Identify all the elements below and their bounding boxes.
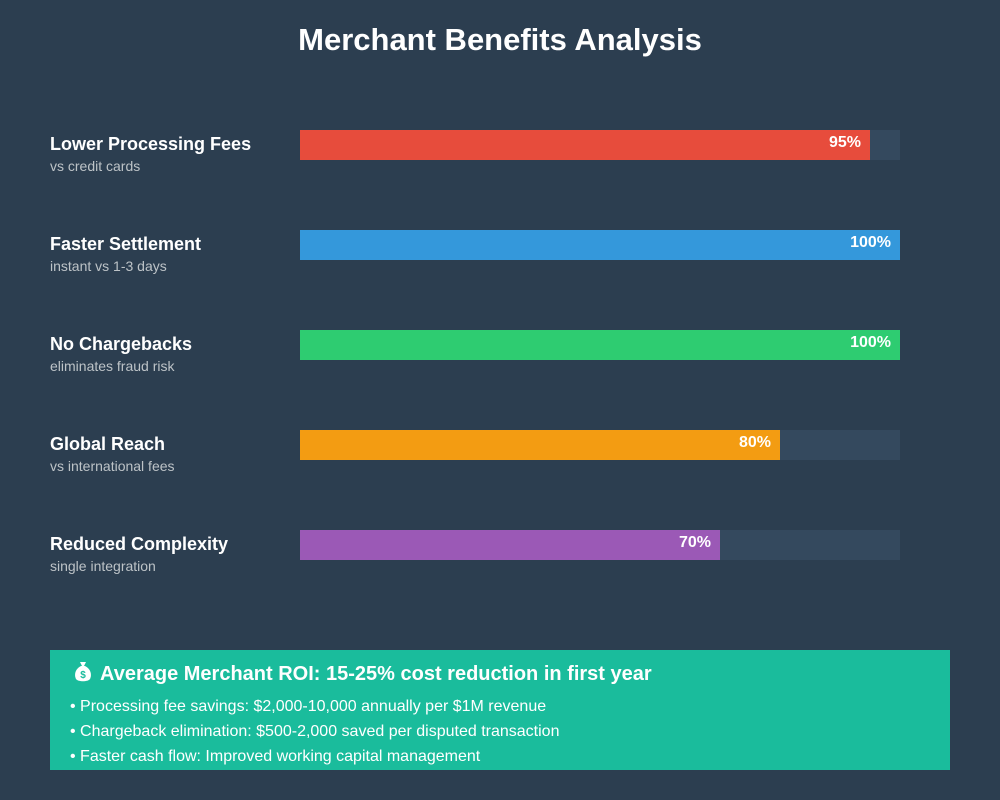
bar-value-label: 100% <box>850 334 891 351</box>
roi-summary-box: $ Average Merchant ROI: 15-25% cost redu… <box>50 650 950 770</box>
category-label: Lower Processing Fees <box>50 134 252 154</box>
money-bag-icon: $ <box>75 662 91 682</box>
bar-row-settlement: Faster Settlement instant vs 1-3 days 100% <box>0 230 1000 290</box>
page-title: Merchant Benefits Analysis <box>298 22 702 57</box>
bar-processing-fees <box>300 130 870 160</box>
roi-item-chargeback: • Chargeback elimination: $500-2,000 sav… <box>70 723 560 740</box>
bar-complexity <box>300 530 720 560</box>
category-subtitle: instant vs 1-3 days <box>50 258 167 274</box>
category-label: Reduced Complexity <box>50 534 229 554</box>
bar-track: 100% <box>300 230 900 260</box>
category-subtitle: vs credit cards <box>50 158 141 174</box>
bar-row-chargebacks: No Chargebacks eliminates fraud risk 100% <box>0 330 1000 390</box>
bar-value-label: 100% <box>850 234 891 251</box>
category-label: No Chargebacks <box>50 334 193 354</box>
bar-row-complexity: Reduced Complexity single integration 70% <box>0 530 1000 590</box>
bar-value-label: 70% <box>678 534 711 551</box>
bar-row-global-reach: Global Reach vs international fees 80% <box>0 430 1000 490</box>
roi-item-cash-flow: • Faster cash flow: Improved working cap… <box>70 748 481 765</box>
bar-settlement <box>300 230 900 260</box>
bar-value-label: 80% <box>738 434 771 451</box>
bar-track: 95% <box>300 130 900 160</box>
bar-value-label: 95% <box>828 134 861 151</box>
roi-title: $ Average Merchant ROI: 15-25% cost redu… <box>72 660 652 687</box>
svg-text:$: $ <box>80 670 86 681</box>
roi-title-text: Average Merchant ROI: 15-25% cost reduct… <box>100 663 652 685</box>
category-subtitle: single integration <box>50 558 156 574</box>
benefits-bar-chart: Lower Processing Fees vs credit cards 95% F… <box>0 130 1000 590</box>
bar-track: 80% <box>300 430 900 460</box>
category-label: Global Reach <box>50 434 166 454</box>
bar-track: 70% <box>300 530 900 560</box>
category-label: Faster Settlement <box>50 234 202 254</box>
category-subtitle: vs international fees <box>50 458 175 474</box>
bar-chargebacks <box>300 330 900 360</box>
roi-list: • Processing fee savings: $2,000-10,000 … <box>70 694 559 769</box>
roi-item-processing-fees: • Processing fee savings: $2,000-10,000 … <box>70 698 547 715</box>
bar-track: 100% <box>300 330 900 360</box>
bar-row-processing-fees: Lower Processing Fees vs credit cards 95% <box>0 130 1000 190</box>
category-subtitle: eliminates fraud risk <box>50 358 175 374</box>
bar-global-reach <box>300 430 780 460</box>
